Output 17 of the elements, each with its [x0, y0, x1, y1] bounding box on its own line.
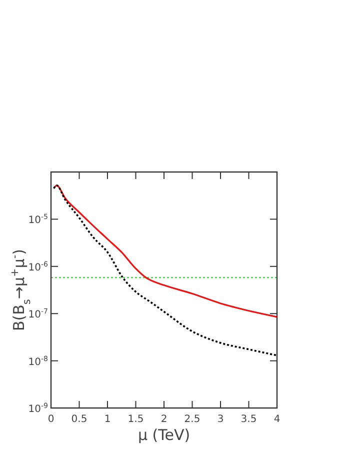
- x-tick-label: 0: [48, 414, 54, 425]
- y-tick-label: 10$^{-9}$: [28, 402, 48, 415]
- x-axis-title: μ (TeV): [138, 426, 190, 444]
- line-series: [52, 184, 278, 356]
- x-tick-label: 2.5: [184, 414, 200, 425]
- x-tick-label: 2: [160, 414, 168, 425]
- x-tick-label: 1.5: [128, 414, 144, 425]
- x-tick-label: 3.5: [240, 414, 257, 425]
- y-tick-label: 10$^{-6}$: [28, 260, 49, 274]
- y-tick-label: 10$^{-7}$: [28, 308, 48, 321]
- y-tick-label: 10$^{-8}$: [28, 354, 48, 368]
- x-tick-label: 0.5: [71, 414, 88, 425]
- x-tick-label: 4: [274, 414, 280, 425]
- y-tick-label: 10$^{-5}$: [28, 213, 48, 226]
- x-tick-label: 1: [104, 414, 111, 425]
- line-series: [53, 184, 278, 318]
- x-tick-label: 3: [217, 414, 224, 425]
